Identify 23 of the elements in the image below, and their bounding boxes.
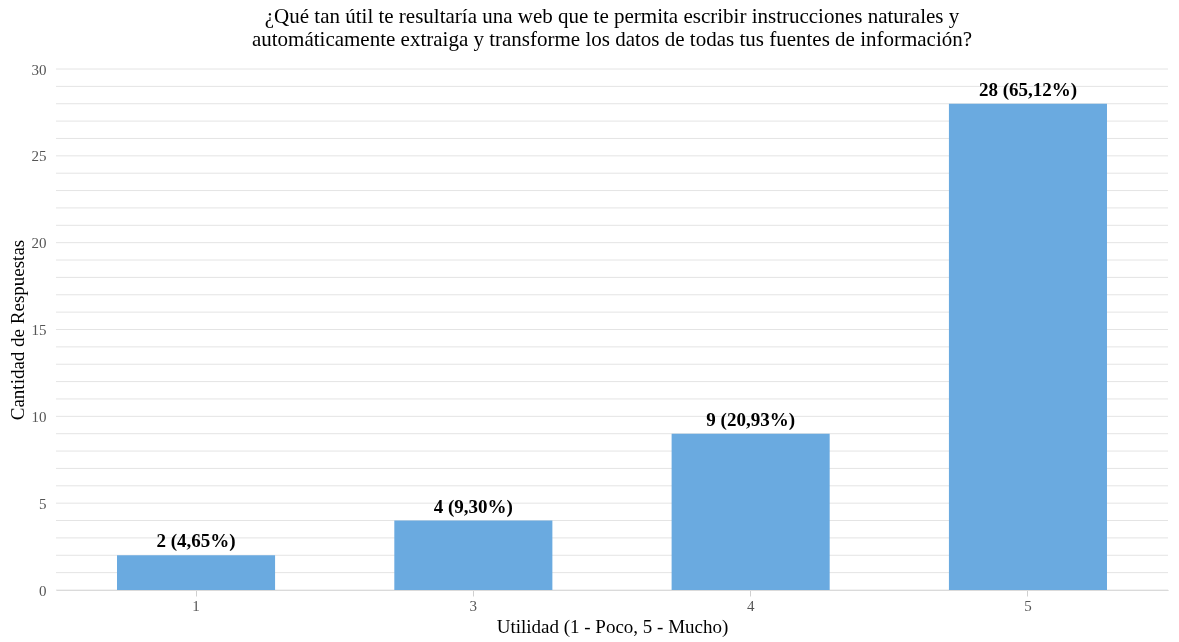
y-tick-label: 30: [31, 61, 47, 78]
text: automáticamente extraiga y transforme los datos de todas tus fuentes de información?: [251, 27, 973, 51]
data-label: 9 (20,93%): [706, 408, 795, 431]
y-tick-label: 5: [39, 495, 47, 512]
x-axis-title: Utilidad (1 - Poco, 5 - Mucho): [496, 615, 729, 638]
text: ¿Qué tan útil te resultaría una web que te permita escribir instrucciones naturales y: [264, 4, 960, 28]
bar: [117, 555, 276, 590]
x-tick-label: 5: [1024, 597, 1032, 614]
x-tick-label: 3: [469, 597, 478, 614]
y-tick-label: 25: [31, 148, 47, 165]
bar: [948, 103, 1107, 590]
y-axis-title: Cantidad de Respuestas: [6, 239, 28, 421]
x-tick-label: 1: [192, 597, 200, 614]
data-label: 4 (9,30%): [433, 495, 513, 518]
bar: [394, 520, 553, 590]
data-label: 2 (4,65%): [156, 530, 236, 553]
y-tick-label: 10: [31, 408, 47, 425]
bar: [671, 433, 830, 590]
y-tick-label: 20: [31, 235, 47, 252]
data-label: 28 (65,12%): [978, 78, 1078, 101]
y-tick-label: 15: [31, 322, 47, 338]
x-tick-label: 4: [746, 597, 755, 614]
y-tick-label: 0: [39, 582, 47, 599]
